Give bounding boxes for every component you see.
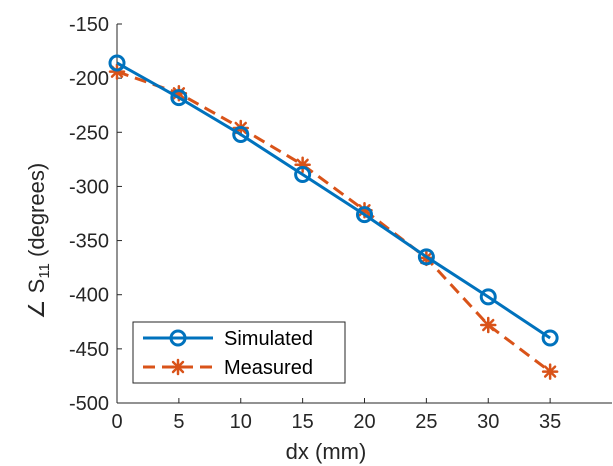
y-axis-label-prefix: ∠ S [24, 279, 49, 320]
y-tick-label-3: -300 [69, 176, 109, 198]
x-tick-label-1: 5 [173, 411, 184, 433]
legend-marker-simulated [169, 329, 187, 347]
point-measured-6-stroke-135 [482, 318, 495, 332]
x-tick-label-5: 25 [415, 411, 437, 433]
y-axis-label: ∠ S11 (degrees) [24, 163, 53, 319]
y-tick-label-2: -250 [69, 122, 109, 144]
x-tick-label-0: 0 [111, 411, 122, 433]
x-tick-label-2: 10 [230, 411, 252, 433]
legend-box [132, 321, 346, 384]
legend-marker-measured-stroke-135 [171, 360, 185, 374]
series-line-simulated [116, 61, 551, 340]
point-simulated-0 [108, 54, 126, 72]
x-tick-label-6: 30 [477, 411, 499, 433]
point-simulated-5 [417, 248, 435, 266]
legend-marker-measured [169, 358, 187, 376]
y-axis-label-subscript: 11 [36, 263, 53, 279]
point-measured-7 [541, 363, 559, 380]
series-simulated [108, 54, 559, 347]
y-tick-label-0: -150 [69, 14, 109, 36]
y-axis-label-suffix: (degrees) [24, 163, 49, 263]
y-tick-label-1: -200 [69, 68, 109, 90]
point-simulated-7 [541, 329, 559, 347]
legend: Simulated Measured [132, 321, 346, 384]
y-tick-label-7: -500 [69, 393, 109, 415]
point-measured-6 [480, 316, 497, 334]
point-measured-7-stroke-135 [543, 365, 557, 378]
x-axis-label: dx (mm) [286, 439, 367, 464]
series-layer [108, 54, 559, 380]
x-tick-label-4: 20 [353, 411, 375, 433]
series-line-measured [116, 70, 552, 373]
point-simulated-3 [294, 166, 312, 184]
x-tick-label-3: 15 [292, 411, 314, 433]
legend-label-simulated: Simulated [224, 328, 313, 350]
legend-item-measured: Measured [143, 357, 313, 379]
axis-ticks: 0 5 10 15 20 25 30 35 -150 -200 -250 -300 -350 -400 -4… [69, 14, 561, 433]
y-tick-label-6: -450 [69, 339, 109, 361]
legend-label-measured: Measured [224, 357, 313, 379]
point-simulated-1 [170, 89, 188, 107]
y-tick-label-5: -400 [69, 285, 109, 307]
legend-item-simulated: Simulated [143, 328, 313, 350]
point-simulated-4 [356, 206, 373, 224]
point-simulated-6 [479, 288, 497, 306]
y-tick-label-4: -350 [69, 231, 109, 253]
point-simulated-2 [232, 125, 250, 143]
x-tick-label-7: 35 [539, 411, 561, 433]
